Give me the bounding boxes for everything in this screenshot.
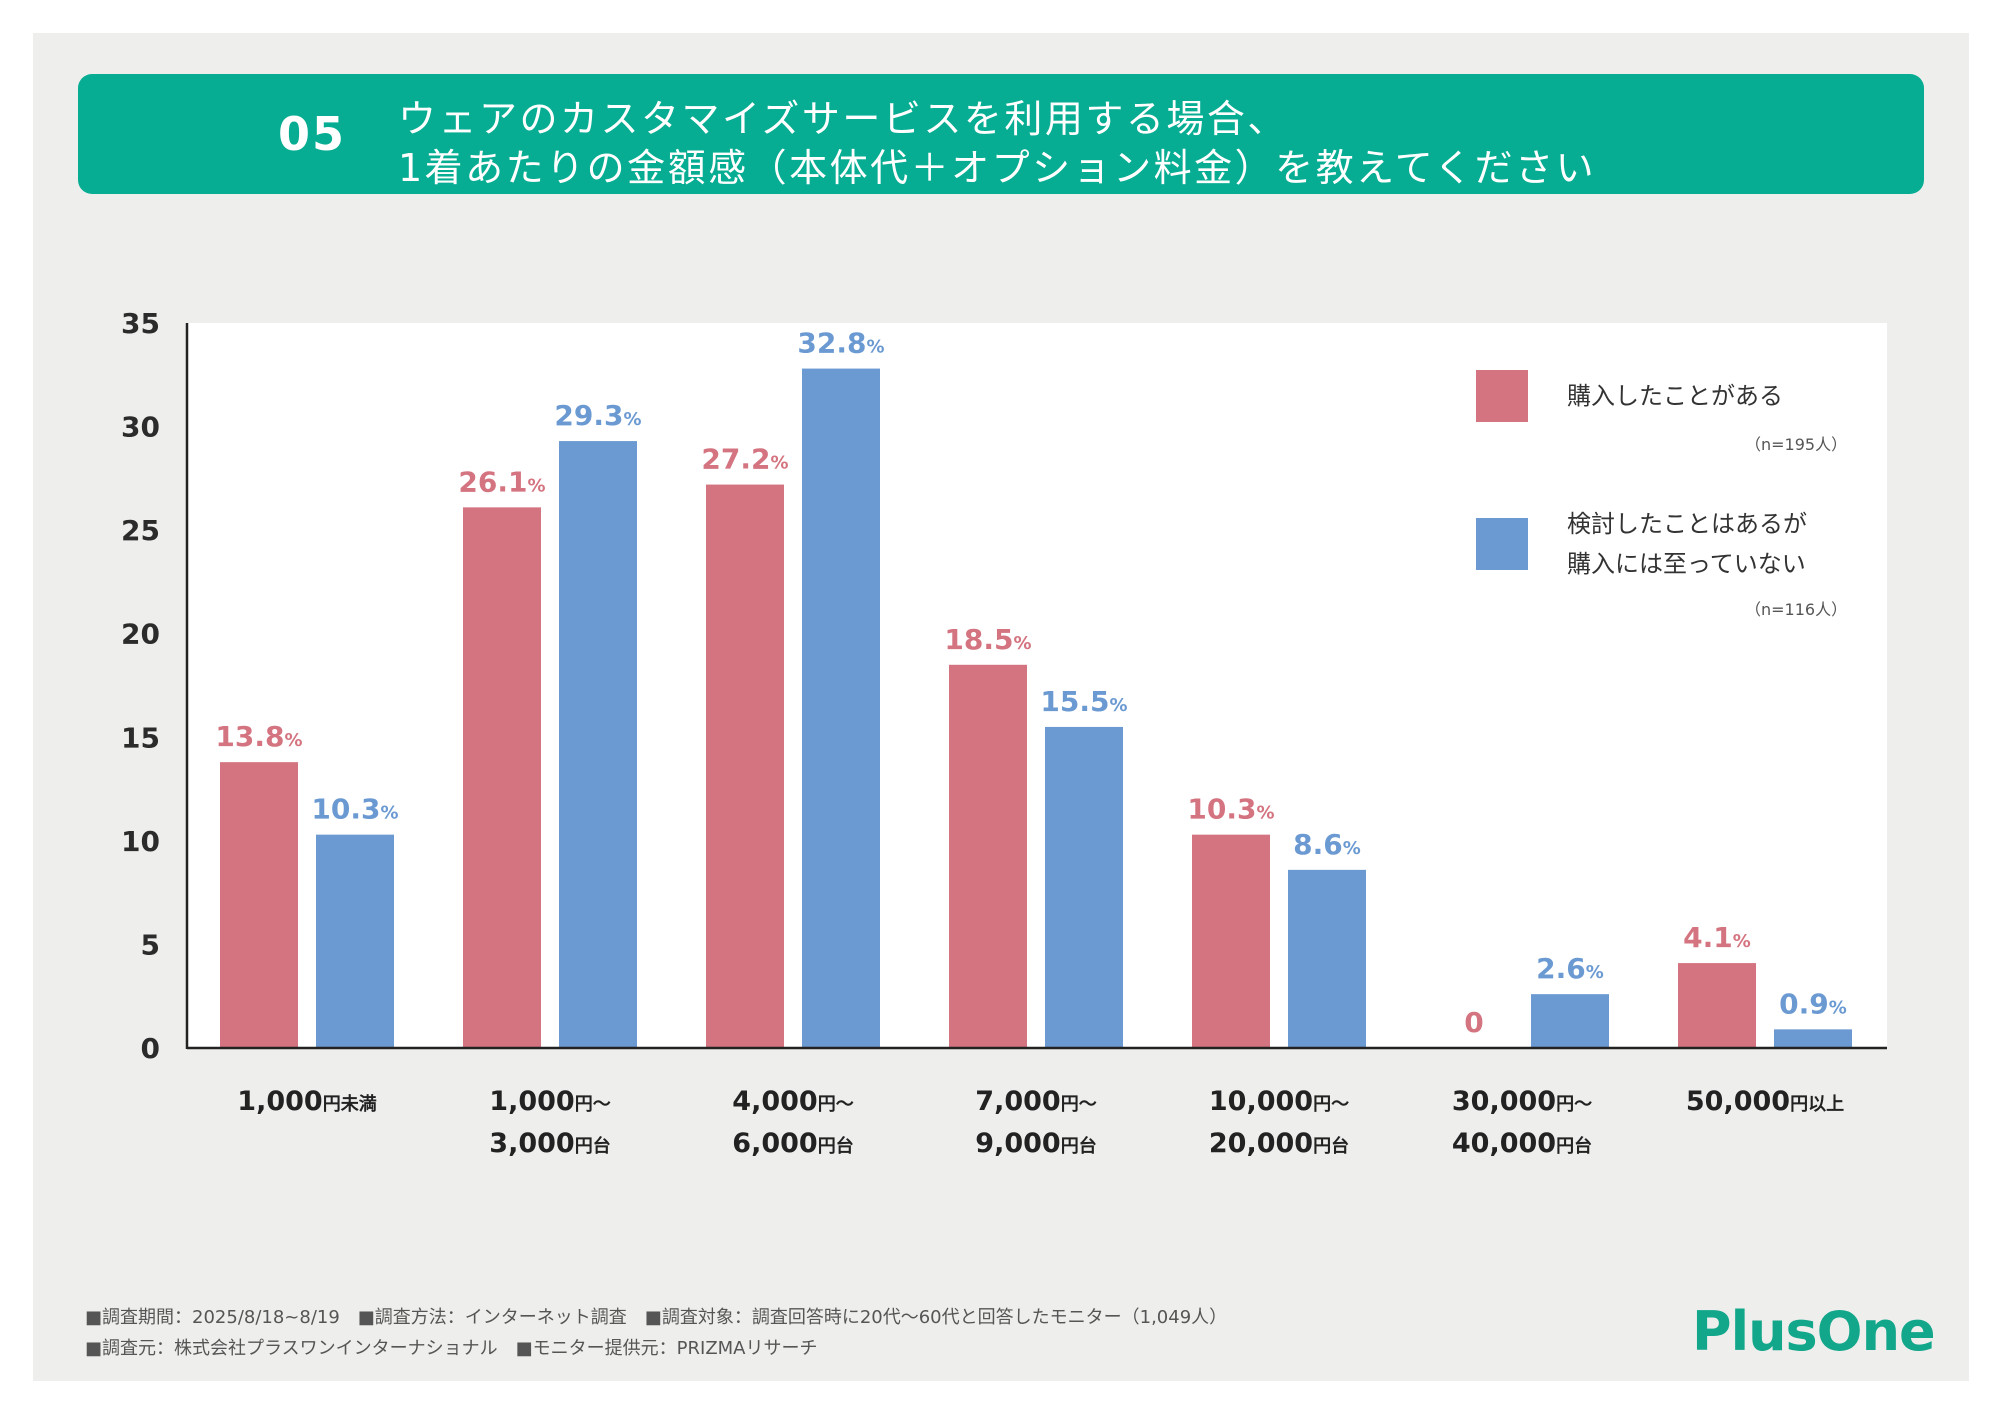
y-tick-label: 30 [121, 411, 160, 444]
data-label-series-0-cat-6: 4.1% [1683, 921, 1751, 954]
data-label-series-1-cat-0: 10.3% [311, 793, 398, 826]
bar-series-1-cat-1 [559, 441, 637, 1049]
x-category-label: 50,000円以上 [1685, 1086, 1845, 1117]
x-category-label: 4,000円～ 6,000円台 [732, 1086, 854, 1159]
data-label-series-1-cat-4: 8.6% [1293, 828, 1361, 861]
title-banner: 05 ウェアのカスタマイズサービスを利用する場合、 1着あたりの金額感（本体代＋… [78, 74, 1924, 194]
x-category-label: 1,000円～ 3,000円台 [489, 1086, 611, 1159]
x-category-label: 7,000円～ 9,000円台 [975, 1086, 1097, 1159]
data-label-series-1-cat-1: 29.3% [554, 399, 641, 432]
legend-n-purchased: （n=195人） [1745, 435, 1848, 454]
x-category-label: 30,000円～ 40,000円台 [1451, 1086, 1593, 1159]
x-category-label: 1,000円未満 [237, 1086, 377, 1117]
data-label-series-1-cat-2: 32.8% [797, 327, 884, 360]
legend-label-considered-line2: 購入には至っていない [1567, 550, 1806, 578]
bar-series-1-cat-2 [802, 368, 880, 1049]
y-tick-label: 5 [141, 928, 160, 961]
y-tick-label: 10 [121, 825, 160, 858]
y-tick-label: 25 [121, 514, 160, 547]
bar-series-0-cat-0 [220, 762, 298, 1048]
legend-label-purchased: 購入したことがある [1567, 382, 1783, 410]
data-label-series-0-cat-0: 13.8% [215, 720, 302, 753]
bar-series-1-cat-3 [1045, 726, 1123, 1048]
data-label-series-1-cat-5: 2.6% [1536, 952, 1604, 985]
y-tick-label: 0 [141, 1032, 160, 1065]
bar-series-1-cat-4 [1288, 869, 1366, 1048]
title-line-1: ウェアのカスタマイズサービスを利用する場合、 [398, 97, 1288, 141]
legend-swatch-purchased [1476, 370, 1528, 422]
bar-series-0-cat-2 [706, 484, 784, 1049]
legend-swatch-considered [1476, 518, 1528, 570]
bar-series-0-cat-1 [463, 507, 541, 1048]
data-label-series-1-cat-6: 0.9% [1779, 987, 1847, 1020]
data-label-series-0-cat-4: 10.3% [1187, 793, 1274, 826]
data-label-series-0-cat-1: 26.1% [458, 465, 545, 498]
title-line-2: 1着あたりの金額感（本体代＋オプション料金）を教えてください [398, 146, 1597, 190]
y-tick-label: 35 [121, 307, 160, 340]
footnote-survey-source: ■調査元：株式会社プラスワンインターナショナル ■モニター提供元：PRIZMAリ… [85, 1338, 818, 1359]
y-tick-label: 15 [121, 721, 160, 754]
bar-series-0-cat-6 [1678, 963, 1756, 1048]
legend-label-considered-line1: 検討したことはあるが [1567, 510, 1807, 538]
plusone-logo: PlusOne [1692, 1300, 1936, 1363]
x-category-label: 10,000円～ 20,000円台 [1208, 1086, 1350, 1159]
y-tick-label: 20 [121, 618, 160, 651]
bar-series-0-cat-3 [949, 664, 1027, 1048]
data-label-series-1-cat-3: 15.5% [1040, 685, 1127, 718]
question-number: 05 [278, 107, 347, 161]
bar-series-1-cat-6 [1774, 1029, 1852, 1048]
legend-n-considered: （n=116人） [1745, 600, 1848, 619]
footnote-survey-details: ■調査期間：2025/8/18~8/19 ■調査方法：インターネット調査 ■調査… [85, 1307, 1228, 1328]
bar-series-1-cat-0 [316, 834, 394, 1048]
bar-series-1-cat-5 [1531, 994, 1609, 1048]
data-label-series-0-cat-2: 27.2% [701, 443, 788, 476]
data-label-series-0-cat-5: 0 [1464, 1006, 1483, 1039]
bar-series-0-cat-4 [1192, 834, 1270, 1048]
data-label-series-0-cat-3: 18.5% [944, 623, 1031, 656]
